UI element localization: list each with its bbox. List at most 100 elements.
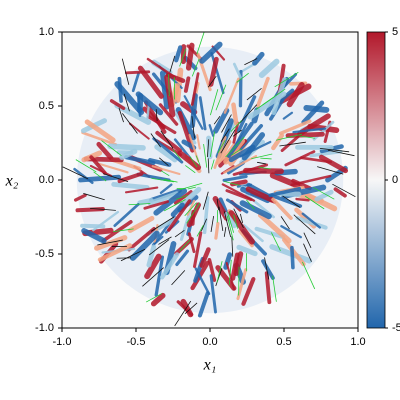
field-contour [238, 104, 258, 124]
field-streak [186, 199, 196, 216]
field-contour [303, 232, 312, 249]
field-streak [185, 42, 195, 71]
field-streak [137, 197, 154, 206]
field-contour [179, 182, 203, 191]
x-tick-label: 0.0 [202, 336, 217, 348]
field-streak [113, 203, 140, 228]
field-streak [111, 181, 150, 190]
field-streak [202, 196, 210, 235]
field-contour [207, 75, 217, 88]
field-streak [268, 187, 302, 198]
field-contour [171, 270, 186, 286]
field-streak [208, 56, 219, 87]
colorbar-tick-label: -5 [392, 322, 400, 334]
field-contour [174, 229, 185, 238]
field-streak [254, 226, 286, 240]
field-streak [269, 172, 301, 189]
x-axis-label: x₁ [203, 357, 217, 374]
field-streak [152, 137, 184, 164]
field-contour [332, 183, 356, 198]
field-contour [184, 302, 198, 315]
field-contour [172, 149, 182, 161]
field-streak [207, 257, 217, 282]
field-contour [128, 203, 151, 206]
field-contour [220, 128, 230, 142]
field-contour [231, 236, 234, 257]
field-streak [129, 230, 160, 261]
field-streak [159, 70, 170, 110]
field-streak [261, 259, 275, 280]
colorbar-tick-label: 0 [392, 174, 398, 186]
field-streak [197, 291, 210, 318]
field-streak [124, 70, 151, 75]
field-streak [153, 188, 188, 216]
field-streak [284, 150, 316, 167]
field-streak [225, 198, 249, 214]
field-contour [113, 228, 134, 233]
field-contour [159, 157, 169, 166]
field-streak [170, 202, 185, 218]
field-streak [131, 72, 140, 93]
field-contour [179, 239, 191, 252]
field-streak [183, 95, 204, 130]
field-streak [143, 200, 170, 210]
field-contour [232, 129, 242, 137]
field-contour [270, 232, 281, 251]
field-streak [127, 215, 155, 233]
field-contour [304, 195, 325, 210]
field-streak [199, 247, 211, 268]
field-streak [159, 183, 173, 195]
field-streak [333, 187, 347, 198]
field-streak [301, 212, 321, 229]
field-contour [202, 191, 209, 210]
field-streak [301, 100, 325, 125]
field-contour [195, 155, 201, 166]
field-contour [317, 166, 344, 175]
field-streak [242, 224, 264, 243]
field-streak [186, 202, 201, 228]
field-contour [189, 156, 198, 168]
field-streak [183, 76, 191, 93]
field-streak [232, 62, 242, 79]
field-streak [280, 225, 302, 239]
field-contour [62, 166, 89, 180]
field-contour [257, 161, 267, 165]
field-contour [233, 208, 244, 229]
field-streak [187, 232, 196, 254]
field-streak [154, 255, 165, 297]
field-streak [96, 162, 129, 174]
field-contour [196, 225, 204, 237]
field-streak [239, 200, 272, 220]
field-streak [177, 150, 202, 171]
field-streak [225, 189, 253, 202]
field-contour [203, 144, 208, 168]
field-streak [239, 124, 264, 151]
field-streak [147, 191, 180, 206]
field-streak [89, 155, 107, 175]
field-streak [213, 107, 230, 134]
field-contour [187, 186, 196, 190]
field-streak [147, 115, 177, 135]
y-tick-label: 0.0 [39, 174, 54, 186]
field-contour [201, 218, 207, 232]
field-contour [313, 187, 335, 200]
field-streak [179, 186, 202, 207]
colorbar [366, 31, 386, 329]
field-contour [121, 58, 130, 85]
field-streak [233, 251, 244, 277]
field-contour [90, 207, 116, 211]
field-streak [97, 243, 133, 262]
field-contour [246, 199, 255, 210]
field-contour [176, 194, 188, 200]
field-streak [286, 82, 305, 108]
field-contour [75, 159, 97, 173]
field-streak [175, 249, 190, 267]
field-streak [136, 172, 171, 182]
field-contour [210, 159, 215, 170]
field-streak [94, 235, 128, 251]
field-contour [169, 55, 176, 73]
field-streak [241, 277, 256, 306]
field-streak [125, 186, 159, 194]
field-contour [158, 236, 172, 245]
